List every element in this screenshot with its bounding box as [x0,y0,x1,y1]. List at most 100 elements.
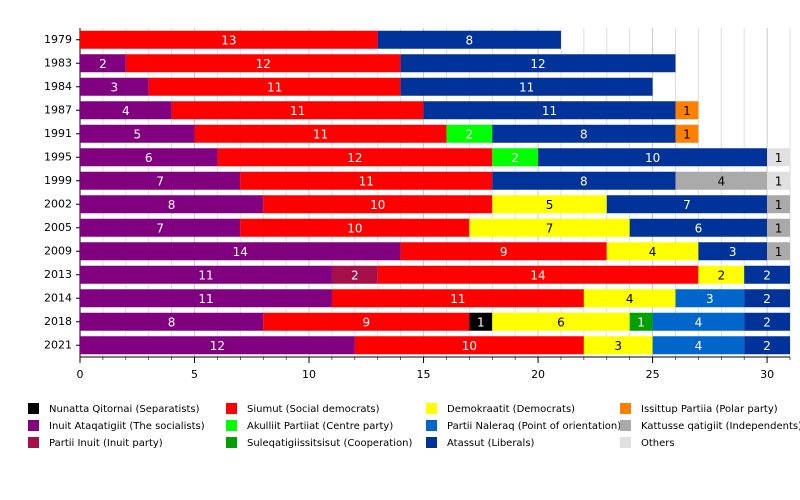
bar-segment [80,195,264,214]
legend-label: Inuit Ataqatigiit (The socialists) [49,421,205,432]
bar-segment [80,30,378,49]
y-tick-label: 1983 [44,56,72,69]
bar-segment [354,336,584,355]
data-label: 11 [519,80,534,94]
data-label: 4 [122,104,130,118]
data-label: 2 [511,151,519,165]
data-label: 8 [580,174,588,188]
bar-segment [331,289,584,308]
y-tick-label: 1995 [44,150,72,163]
bar-segment [652,336,745,355]
data-label: 11 [198,268,213,282]
y-tick-label: 1987 [44,103,72,116]
data-label: 6 [695,221,703,235]
data-label: 11 [359,174,374,188]
data-label: 1 [683,127,691,141]
bar-segment [744,312,790,331]
legend-label: Siumut (Social democrats) [247,404,380,415]
x-tick-label: 10 [302,368,316,381]
data-label: 6 [145,151,153,165]
bar-segment [80,148,218,167]
x-tick-label: 30 [760,368,774,381]
data-label: 5 [133,127,141,141]
bar-segment [629,312,653,331]
data-label: 11 [450,292,465,306]
data-label: 1 [775,151,783,165]
bar-segment [400,54,676,73]
data-label: 7 [156,174,164,188]
bar-segment [377,30,561,49]
legend-label: Partii Naleraq (Point of orientation) [447,421,621,432]
data-label: 1 [775,198,783,212]
bar-segment [606,195,768,214]
data-label: 3 [614,339,622,353]
bar-segment [423,101,676,120]
bar-segment [80,54,126,73]
data-label: 14 [530,268,545,282]
y-tick-label: 2021 [44,338,72,351]
bar-segment [583,336,653,355]
y-tick-label: 2014 [44,291,72,304]
y-tick-label: 1984 [44,80,72,93]
bar-segment [675,171,768,190]
data-label: 11 [198,292,213,306]
data-label: 11 [542,104,557,118]
y-tick-label: 1999 [44,174,72,187]
y-tick-label: 2002 [44,197,72,210]
bar-segment [583,289,676,308]
bar-segment [675,124,699,143]
bar-segment [767,242,790,261]
y-tick-label: 2005 [44,221,72,234]
bar-segment [767,218,790,237]
legend-swatch [426,403,437,414]
data-label: 2 [763,268,771,282]
bar-segment [538,148,768,167]
data-label: 4 [649,245,657,259]
legend-label: Issittup Partiia (Polar party) [641,404,778,415]
bar-segment [744,265,790,284]
legend-swatch [620,420,631,431]
data-label: 7 [683,198,691,212]
bar-segment [80,289,332,308]
legend-swatch [426,437,437,448]
bar-segment [400,242,607,261]
data-label: 11 [313,127,328,141]
x-tick-label: 5 [191,368,198,381]
bar-segment [469,312,493,331]
bar-segment [377,265,699,284]
legend-label: Partii Inuit (Inuit party) [49,438,163,449]
bar-segment [675,101,699,120]
legend-label: Akulliit Partiiat (Centre party) [247,421,393,432]
data-label: 8 [580,127,588,141]
bar-segment [767,195,790,214]
data-label: 2 [466,127,474,141]
bar-segment [469,218,630,237]
bar-segment [675,289,745,308]
bar-segment [492,124,676,143]
data-label: 9 [500,245,508,259]
data-label: 2 [763,339,771,353]
bar-segment [263,312,470,331]
x-tick-label: 25 [646,368,660,381]
data-label: 6 [557,315,565,329]
bar-segment [698,242,768,261]
bar-segment [80,218,241,237]
bar-segment [263,195,493,214]
bar-segment [331,265,378,284]
y-tick-label: 1979 [44,33,72,46]
data-label: 8 [168,198,176,212]
y-tick-label: 1991 [44,127,72,140]
data-label: 11 [267,80,282,94]
data-label: 10 [347,221,362,235]
legend-swatch [226,437,237,448]
legend-swatch [226,420,237,431]
legend-label: Kattusse qatigiit (Independents) [641,421,800,432]
legend-swatch [28,437,39,448]
data-label: 7 [156,221,164,235]
y-tick-label: 2018 [44,315,72,328]
data-label: 1 [637,315,645,329]
data-label: 12 [210,339,225,353]
data-label: 2 [763,315,771,329]
bar-segment [492,312,630,331]
bar-segment [80,242,401,261]
